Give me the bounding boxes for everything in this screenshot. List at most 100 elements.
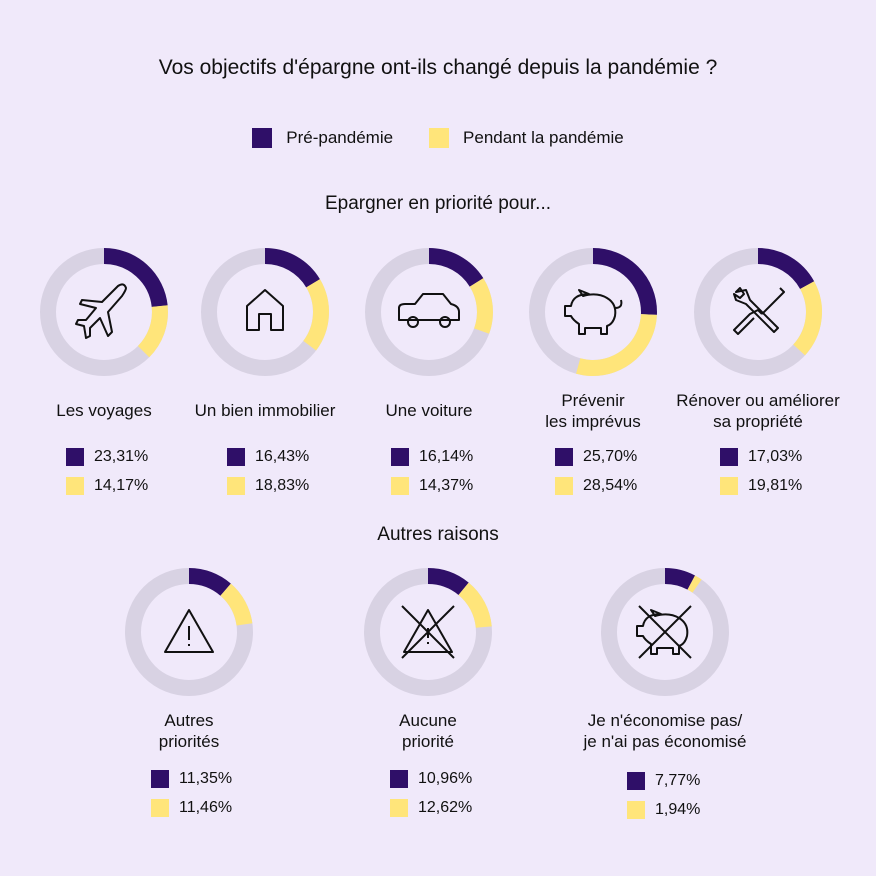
donut-segment-pre xyxy=(364,568,492,696)
swatch-pre xyxy=(227,447,245,466)
value-row-pre: 16,14% xyxy=(391,442,473,471)
swatch-during xyxy=(627,800,645,819)
swatch-pre xyxy=(720,447,738,466)
item-label-line: Je n'économise pas/ xyxy=(587,711,743,730)
item-label-line: Autres xyxy=(164,711,214,730)
swatch-pre xyxy=(151,769,169,788)
item-label: Prévenir les imprévus xyxy=(493,390,693,432)
donut-segment-pre xyxy=(201,248,329,376)
item-values: 16,14% 14,37% xyxy=(391,442,473,500)
swatch-during xyxy=(555,476,573,495)
legend-item-during: Pendant la pandémie xyxy=(429,128,624,148)
data-label-pre: 7,77% xyxy=(655,771,701,789)
item-label: Un bien immobilier xyxy=(165,400,365,421)
item-label-line: je n'ai pas économisé xyxy=(583,732,747,751)
donut-segment-during xyxy=(694,248,822,376)
warning-icon xyxy=(164,609,214,653)
item-label: Je n'économise pas/je n'ai pas économisé xyxy=(565,710,765,752)
donut-7 xyxy=(595,562,735,702)
value-row-during: 11,46% xyxy=(151,793,232,822)
house-icon xyxy=(246,289,284,331)
item-label: Les voyages xyxy=(4,400,204,421)
item-label-line: Une voiture xyxy=(385,401,473,420)
item-values: 25,70% 28,54% xyxy=(555,442,637,500)
value-row-during: 12,62% xyxy=(390,793,472,822)
swatch-pre xyxy=(66,447,84,466)
data-label-pre: 10,96% xyxy=(418,769,473,787)
item-values: 23,31% 14,17% xyxy=(66,442,148,500)
donut-6 xyxy=(358,562,498,702)
donut-segment-pre xyxy=(40,248,168,376)
item-values: 11,35% 11,46% xyxy=(151,764,232,822)
value-row-during: 1,94% xyxy=(627,795,700,824)
item-label-line: sa propriété xyxy=(713,412,803,431)
value-row-pre: 16,43% xyxy=(227,442,309,471)
value-row-pre: 11,35% xyxy=(151,764,232,793)
item-values: 17,03% 19,81% xyxy=(720,442,802,500)
data-label-pre: 17,03% xyxy=(748,447,803,465)
donut-4 xyxy=(688,242,828,382)
item-values: 7,77% 1,94% xyxy=(627,766,700,824)
donut-0 xyxy=(34,242,174,382)
donut-segment-pre xyxy=(529,248,657,376)
value-row-during: 28,54% xyxy=(555,471,637,500)
donut-3 xyxy=(523,242,663,382)
value-row-pre: 17,03% xyxy=(720,442,802,471)
data-label-during: 18,83% xyxy=(255,476,310,494)
data-label-during: 19,81% xyxy=(748,476,803,494)
value-row-pre: 10,96% xyxy=(390,764,472,793)
swatch-during xyxy=(720,476,738,495)
piggy-bank-icon xyxy=(564,289,623,335)
item-label-line: priorité xyxy=(402,732,454,751)
data-label-pre: 23,31% xyxy=(94,447,149,465)
data-label-pre: 16,43% xyxy=(255,447,310,465)
data-label-during: 1,94% xyxy=(655,800,701,818)
legend: Pré-pandémie Pendant la pandémie xyxy=(0,128,876,148)
legend-swatch-during xyxy=(429,128,450,148)
legend-label-pre: Pré-pandémie xyxy=(286,128,394,147)
value-row-pre: 25,70% xyxy=(555,442,637,471)
donut-segment-pre xyxy=(365,248,493,376)
section-other-heading: Autres raisons xyxy=(377,524,499,545)
donut-segment-during xyxy=(529,248,657,376)
swatch-pre xyxy=(627,771,645,790)
swatch-during xyxy=(227,476,245,495)
data-label-during: 14,17% xyxy=(94,476,149,494)
value-row-during: 18,83% xyxy=(227,471,309,500)
tools-icon xyxy=(733,287,785,335)
item-label: Aucune priorité xyxy=(328,710,528,752)
donut-segment-pre xyxy=(601,568,729,696)
crossed-warning-icon xyxy=(401,605,455,659)
value-row-pre: 7,77% xyxy=(627,766,700,795)
donut-segment-during xyxy=(601,568,729,696)
donut-1 xyxy=(195,242,335,382)
item-label-line: Un bien immobilier xyxy=(194,401,336,420)
data-label-during: 14,37% xyxy=(419,476,474,494)
item-label-line: les imprévus xyxy=(545,412,641,431)
data-label-pre: 11,35% xyxy=(179,769,233,787)
swatch-pre xyxy=(390,769,408,788)
value-row-pre: 23,31% xyxy=(66,442,148,471)
swatch-pre xyxy=(391,447,409,466)
swatch-pre xyxy=(555,447,573,466)
item-label-line: Prévenir xyxy=(561,391,625,410)
item-values: 10,96% 12,62% xyxy=(390,764,472,822)
donut-segment-pre xyxy=(125,568,253,696)
swatch-during xyxy=(390,798,408,817)
swatch-during xyxy=(391,476,409,495)
data-label-during: 12,62% xyxy=(418,798,473,816)
data-label-during: 11,46% xyxy=(179,798,233,816)
value-row-during: 14,37% xyxy=(391,471,473,500)
data-label-during: 28,54% xyxy=(583,476,638,494)
swatch-during xyxy=(66,476,84,495)
donut-2 xyxy=(359,242,499,382)
item-label-line: Rénover ou améliorer xyxy=(676,391,840,410)
item-label: Autres priorités xyxy=(89,710,289,752)
item-label: Une voiture xyxy=(329,400,529,421)
item-label-line: priorités xyxy=(158,732,220,751)
donut-segment-pre xyxy=(694,248,822,376)
item-label: Rénover ou améliorer sa propriété xyxy=(658,390,858,432)
legend-swatch-pre xyxy=(252,128,273,148)
crossed-piggy-bank-icon xyxy=(636,605,692,659)
